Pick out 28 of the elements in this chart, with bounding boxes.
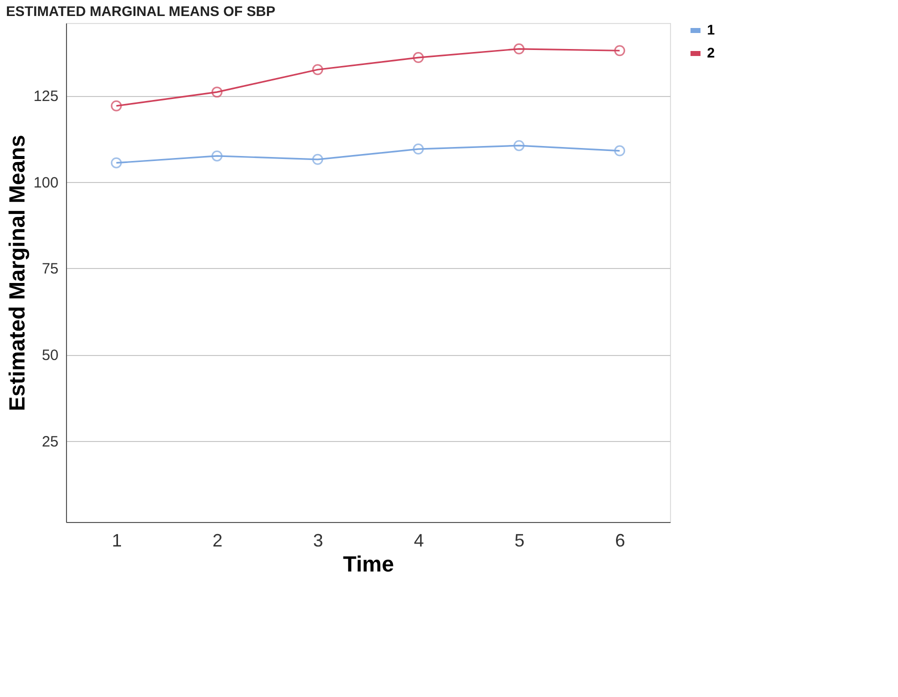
point — [614, 45, 626, 56]
x-tick-label: 4 — [414, 530, 424, 550]
y-tick-label: 50 — [42, 347, 58, 364]
point — [614, 145, 626, 156]
x-tick-label: 6 — [615, 530, 626, 550]
point — [514, 43, 524, 54]
legend-label: 1 — [707, 22, 715, 38]
y-tick-label: 125 — [33, 88, 58, 106]
point — [514, 140, 524, 152]
point — [110, 100, 122, 112]
point — [212, 86, 222, 98]
chart-title: ESTIMATED MARGINAL MEANS OF SBP — [6, 3, 276, 19]
point — [312, 154, 324, 165]
x-axis-title: Time — [343, 552, 394, 576]
point — [212, 150, 222, 162]
x-tick-label: 1 — [112, 530, 122, 550]
y-tick-label: 25 — [42, 433, 58, 450]
x-tick-label: 3 — [313, 530, 324, 550]
x-tick-label: 2 — [212, 530, 223, 550]
x-tick-label: 5 — [514, 530, 525, 550]
point — [412, 144, 424, 155]
y-axis-title: Estimated Marginal Means — [4, 134, 30, 412]
point — [110, 157, 122, 168]
point — [312, 64, 324, 76]
y-tick-label: 100 — [33, 174, 58, 192]
point — [412, 52, 424, 64]
y-tick-label: 75 — [42, 260, 58, 278]
legend-label: 2 — [707, 44, 715, 60]
